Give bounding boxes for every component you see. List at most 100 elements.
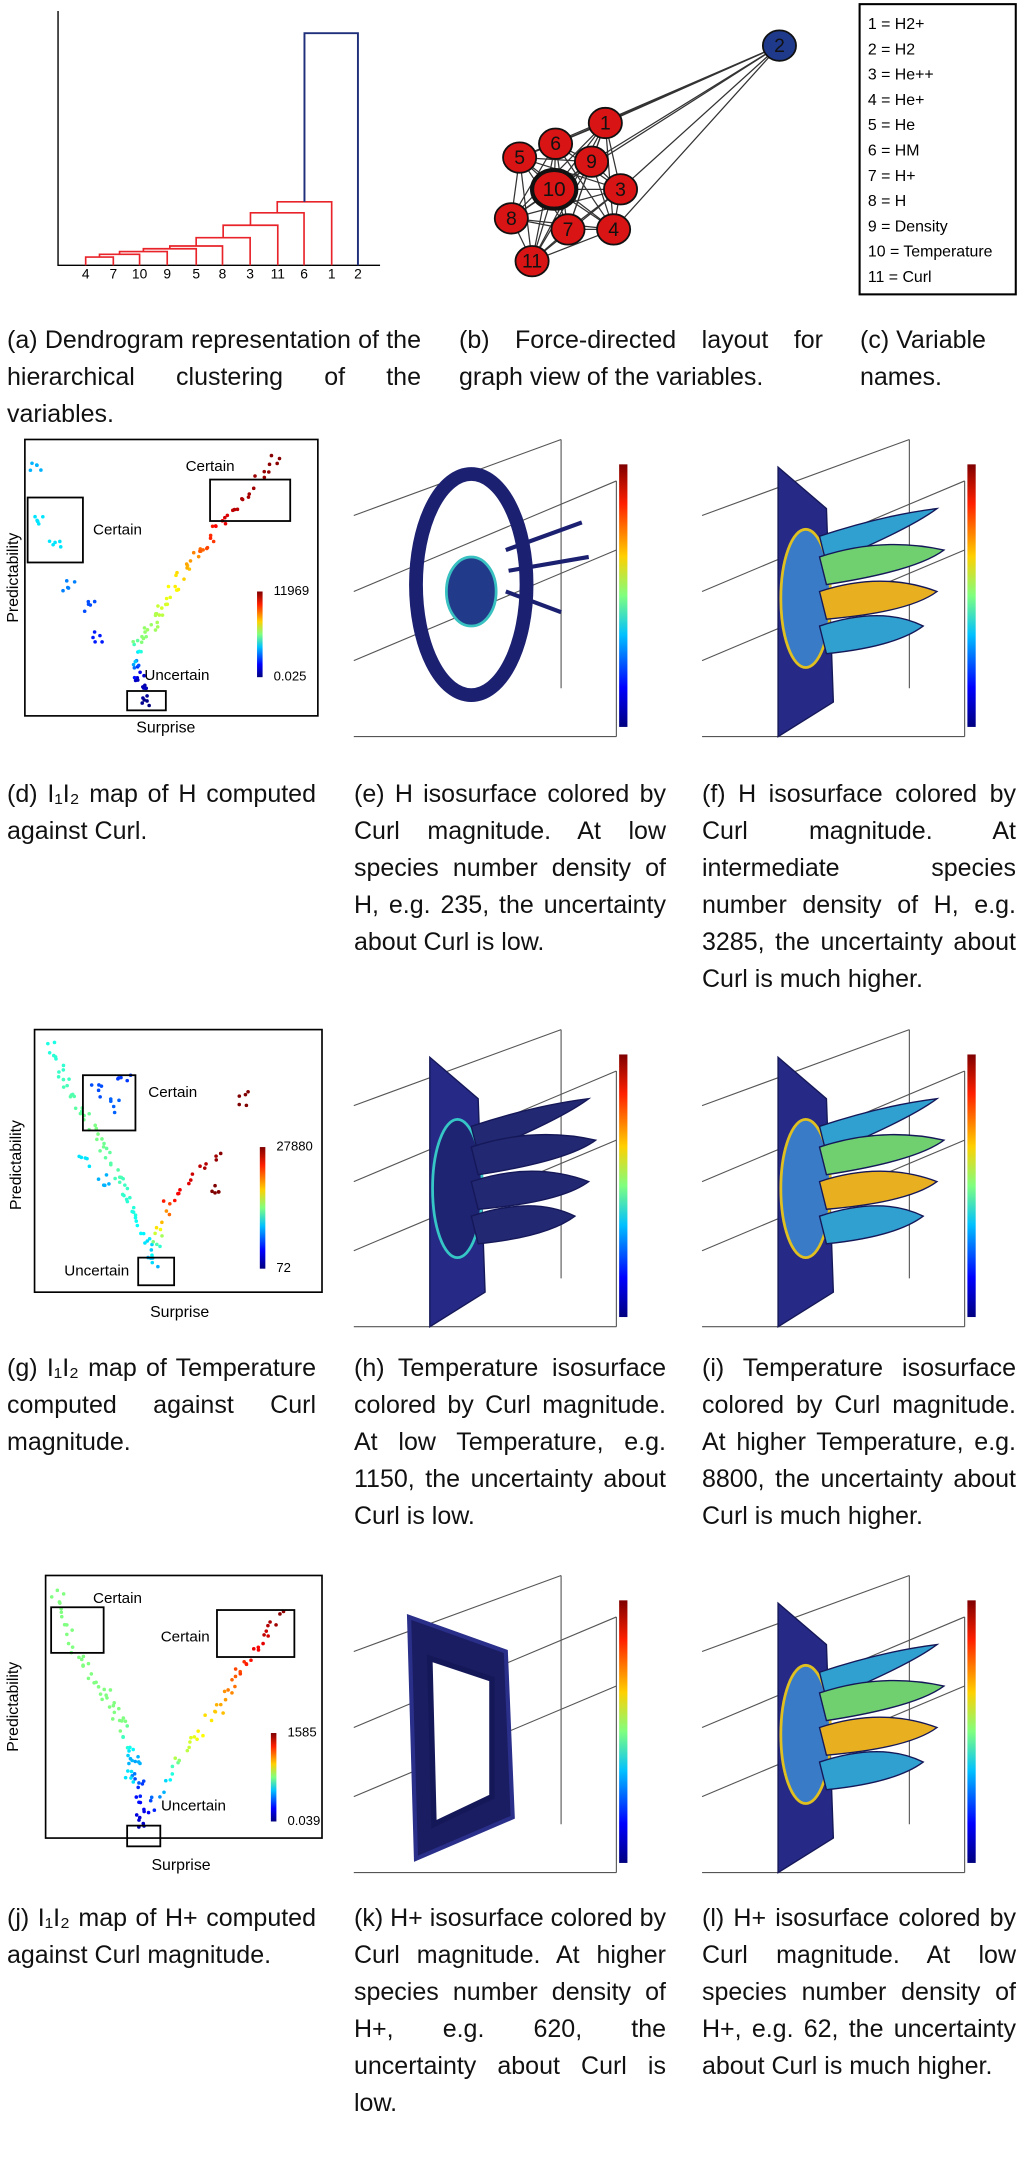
scatter-point bbox=[78, 1111, 83, 1116]
scatter-point bbox=[155, 1242, 159, 1247]
surface bbox=[818, 1751, 925, 1791]
scatter-point bbox=[132, 1772, 137, 1776]
x-axis-label: Surprise bbox=[150, 1304, 209, 1321]
colorbar-label: 1585 bbox=[287, 1724, 316, 1739]
scatter-point bbox=[102, 1687, 106, 1692]
legend-entry: 3 = He++ bbox=[868, 67, 934, 84]
leaf-label: 4 bbox=[82, 266, 90, 282]
render bbox=[701, 1029, 976, 1328]
scatter-point bbox=[72, 1094, 77, 1099]
graph-node bbox=[587, 106, 623, 140]
scatter-point bbox=[208, 536, 213, 541]
scatter-point bbox=[244, 1103, 249, 1108]
scatter-point bbox=[145, 627, 150, 632]
scatter-point bbox=[108, 1097, 113, 1101]
scatter-point bbox=[247, 492, 252, 496]
scatter-point bbox=[150, 1260, 155, 1265]
scatter-point bbox=[256, 1648, 261, 1652]
scatter-point bbox=[91, 635, 95, 640]
highlight-box bbox=[137, 1256, 176, 1287]
scatter-point bbox=[65, 1083, 69, 1088]
graph-edge bbox=[620, 45, 780, 190]
scatter-point bbox=[202, 1166, 207, 1170]
scatter-point bbox=[143, 1241, 147, 1245]
surface bbox=[445, 555, 498, 628]
scatter-point bbox=[86, 1661, 91, 1666]
scatter-point bbox=[66, 586, 71, 590]
scatter-point bbox=[144, 634, 148, 639]
scatter-point bbox=[238, 1672, 243, 1676]
scatter-point bbox=[135, 1223, 140, 1228]
scatter-point bbox=[111, 1104, 116, 1109]
annotation: Certain bbox=[93, 522, 142, 539]
scatter-point bbox=[172, 1198, 177, 1203]
highlight-box bbox=[50, 1606, 105, 1654]
scatter-point bbox=[58, 1601, 62, 1605]
scatter-point bbox=[221, 1711, 225, 1715]
scatter-point bbox=[117, 1180, 122, 1185]
scatter-point bbox=[61, 1077, 66, 1082]
graph-node bbox=[538, 127, 574, 160]
scatter-point bbox=[131, 1210, 136, 1215]
box-edge bbox=[701, 1029, 910, 1107]
node-label: 9 bbox=[586, 151, 597, 173]
scatter-point bbox=[133, 1777, 137, 1781]
box-edge bbox=[353, 1574, 562, 1653]
scatter-point bbox=[237, 1102, 242, 1107]
scatter-point bbox=[109, 1161, 113, 1166]
scatter-point bbox=[162, 1790, 166, 1795]
legend-entry: 1 = H2+ bbox=[868, 16, 924, 33]
scatter-point bbox=[61, 1068, 66, 1072]
scatter-point bbox=[125, 1186, 130, 1191]
scatter-point bbox=[240, 496, 244, 501]
scatter-point bbox=[214, 1154, 218, 1158]
scatter-point bbox=[210, 524, 215, 529]
scatter-point bbox=[138, 670, 142, 675]
scatter-point bbox=[233, 1684, 237, 1689]
scatter-point bbox=[217, 1190, 221, 1194]
scatter-point bbox=[143, 630, 147, 634]
scatter-point bbox=[121, 1735, 125, 1740]
scatter-point bbox=[204, 1162, 208, 1166]
colorbar-label: 0.025 bbox=[274, 669, 307, 684]
colorbar bbox=[967, 464, 976, 727]
scatter-point bbox=[137, 1781, 141, 1785]
legend-box bbox=[858, 3, 1017, 296]
scatter-point bbox=[113, 1176, 117, 1181]
highlight-box bbox=[26, 496, 84, 564]
scatter-point bbox=[126, 1769, 130, 1773]
surface bbox=[470, 1205, 577, 1245]
caption: (h) Temperature isosurface colored by Cu… bbox=[354, 1354, 666, 1530]
scatter-point bbox=[218, 1702, 223, 1707]
caption: (b) Force-directed layout for graph view… bbox=[459, 326, 823, 391]
leaf-label: 8 bbox=[219, 266, 227, 282]
scatter-point bbox=[98, 633, 102, 638]
scatter-point bbox=[201, 548, 205, 552]
highlight-box bbox=[126, 690, 167, 712]
leaf-label: 5 bbox=[192, 266, 200, 282]
scatter-point bbox=[132, 666, 137, 670]
scatter-point bbox=[164, 1209, 169, 1213]
highlight-box bbox=[126, 1824, 162, 1848]
scatter-point bbox=[142, 626, 147, 630]
scatter-point bbox=[61, 1063, 66, 1068]
scatter-point bbox=[135, 675, 140, 680]
scatter-point bbox=[47, 539, 52, 544]
scatter-point bbox=[117, 1098, 121, 1103]
scatter-point bbox=[145, 694, 149, 698]
surface bbox=[818, 1205, 925, 1245]
legend-entry: 2 = H2 bbox=[868, 41, 915, 58]
scatter-point bbox=[53, 540, 57, 545]
caption: (g) I₁I₂ map of Temperature computed aga… bbox=[7, 1354, 316, 1456]
scatter-point bbox=[177, 1758, 182, 1763]
plot-frame bbox=[33, 1028, 323, 1293]
scatter-point bbox=[222, 1689, 227, 1694]
scatter-point bbox=[121, 1176, 125, 1181]
scatter-point bbox=[185, 566, 189, 570]
scatter-point bbox=[95, 1137, 99, 1142]
scatter-point bbox=[173, 1756, 178, 1761]
scatter-point bbox=[59, 1610, 64, 1615]
scatter-point bbox=[233, 1667, 238, 1671]
